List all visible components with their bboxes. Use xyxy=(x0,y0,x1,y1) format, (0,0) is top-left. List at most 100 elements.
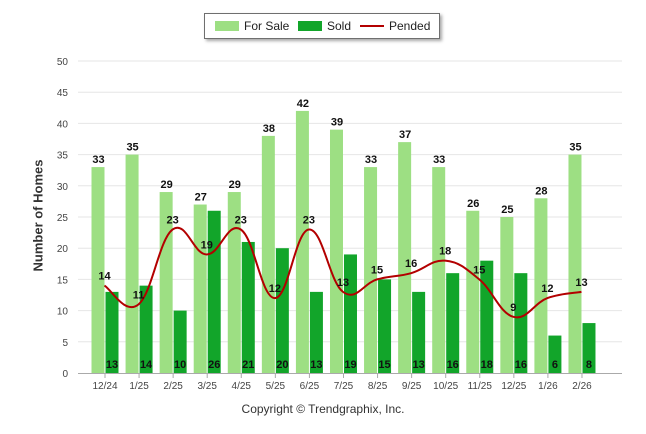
bar-sold xyxy=(207,210,221,373)
bar-sold xyxy=(378,279,392,373)
data-label-sold: 13 xyxy=(106,359,118,371)
legend-item-for-sale: For Sale xyxy=(215,14,289,38)
data-label-for-sale: 37 xyxy=(399,129,411,141)
y-tick-label: 25 xyxy=(57,213,69,224)
data-label-sold: 13 xyxy=(413,359,425,371)
bar-for-sale xyxy=(227,192,241,373)
bar-sold xyxy=(139,285,153,373)
bar-for-sale xyxy=(159,192,173,373)
data-label-for-sale: 35 xyxy=(569,142,581,154)
data-label-for-sale: 35 xyxy=(126,142,138,154)
pended-line xyxy=(103,226,582,319)
data-label-pended: 15 xyxy=(371,264,383,276)
x-tick-label: 12/24 xyxy=(92,381,117,392)
y-tick-label: 10 xyxy=(57,307,69,318)
data-label-sold: 21 xyxy=(242,359,254,371)
bar-for-sale xyxy=(432,167,446,373)
legend-label-for-sale: For Sale xyxy=(244,19,290,33)
x-tick-label: 8/25 xyxy=(368,381,388,392)
x-tick-label: 4/25 xyxy=(232,381,252,392)
legend-item-pended: Pended xyxy=(360,14,430,38)
y-tick-label: 50 xyxy=(57,57,69,68)
data-label-pended: 15 xyxy=(473,264,485,276)
y-tick-label: 20 xyxy=(57,244,69,255)
bar-for-sale xyxy=(91,167,105,373)
x-tick-label: 7/25 xyxy=(334,381,354,392)
data-label-sold: 6 xyxy=(552,359,558,371)
data-label-sold: 19 xyxy=(344,359,356,371)
data-label-pended: 23 xyxy=(303,214,315,226)
x-tick-label: 5/25 xyxy=(266,381,286,392)
data-label-pended: 11 xyxy=(133,289,145,301)
data-label-sold: 20 xyxy=(276,359,288,371)
data-label-for-sale: 33 xyxy=(92,154,104,166)
bar-for-sale xyxy=(500,217,514,373)
data-label-pended: 12 xyxy=(269,283,281,295)
data-label-for-sale: 33 xyxy=(433,154,445,166)
bar-sold xyxy=(275,248,289,373)
bar-sold xyxy=(548,335,562,373)
legend-swatch-for-sale xyxy=(215,21,239,31)
data-label-for-sale: 29 xyxy=(161,179,173,191)
data-label-pended: 16 xyxy=(405,258,417,270)
x-tick-label: 2/26 xyxy=(572,381,592,392)
data-label-pended: 12 xyxy=(541,283,553,295)
bar-for-sale xyxy=(568,154,582,373)
y-tick-label: 35 xyxy=(57,151,69,162)
data-label-for-sale: 26 xyxy=(467,198,479,210)
bar-sold xyxy=(514,273,528,373)
y-tick-label: 5 xyxy=(62,338,68,349)
data-label-pended: 14 xyxy=(98,271,111,283)
copyright-text: Copyright © Trendgraphix, Inc. xyxy=(241,402,405,416)
bar-for-sale xyxy=(534,198,548,373)
bar-for-sale xyxy=(193,204,207,373)
data-label-sold: 26 xyxy=(208,359,220,371)
bar-sold xyxy=(343,254,357,373)
data-label-pended: 19 xyxy=(201,239,213,251)
bar-sold xyxy=(582,323,596,373)
data-label-pended: 23 xyxy=(235,214,247,226)
bar-for-sale xyxy=(466,210,480,373)
legend-label-pended: Pended xyxy=(389,19,431,33)
legend: For Sale Sold Pended xyxy=(204,13,440,39)
bar-sold xyxy=(173,310,187,373)
bar-sold xyxy=(105,291,119,373)
data-label-for-sale: 39 xyxy=(331,117,343,129)
data-label-for-sale: 33 xyxy=(365,154,377,166)
legend-item-sold: Sold xyxy=(298,14,351,38)
x-tick-label: 11/25 xyxy=(468,381,493,392)
bar-for-sale xyxy=(398,142,412,373)
bar-sold xyxy=(309,291,323,373)
data-label-for-sale: 38 xyxy=(263,123,275,135)
data-label-pended: 18 xyxy=(439,246,451,258)
data-label-sold: 15 xyxy=(378,359,390,371)
bar-sold xyxy=(446,273,460,373)
bar-sold xyxy=(480,260,494,373)
data-label-sold: 8 xyxy=(586,359,592,371)
data-label-pended: 13 xyxy=(575,277,587,289)
bar-for-sale xyxy=(329,129,343,373)
y-tick-label: 15 xyxy=(57,275,69,286)
data-label-sold: 10 xyxy=(174,359,186,371)
legend-swatch-pended xyxy=(360,25,384,27)
bar-for-sale xyxy=(125,154,139,373)
bar-for-sale xyxy=(364,167,378,373)
data-label-pended: 13 xyxy=(337,277,349,289)
data-label-for-sale: 42 xyxy=(297,98,309,110)
data-label-for-sale: 25 xyxy=(501,204,513,216)
y-tick-label: 0 xyxy=(62,369,68,380)
x-tick-label: 1/25 xyxy=(129,381,149,392)
bar-sold xyxy=(241,241,255,373)
x-tick-label: 12/25 xyxy=(501,381,526,392)
data-label-pended: 9 xyxy=(510,302,516,314)
data-label-for-sale: 27 xyxy=(195,192,207,204)
data-label-sold: 13 xyxy=(310,359,322,371)
y-tick-label: 45 xyxy=(57,88,69,99)
data-label-for-sale: 29 xyxy=(229,179,241,191)
data-label-sold: 14 xyxy=(140,359,153,371)
x-tick-label: 10/25 xyxy=(433,381,458,392)
x-tick-label: 1/26 xyxy=(538,381,558,392)
data-label-sold: 18 xyxy=(481,359,493,371)
y-tick-label: 30 xyxy=(57,182,69,193)
